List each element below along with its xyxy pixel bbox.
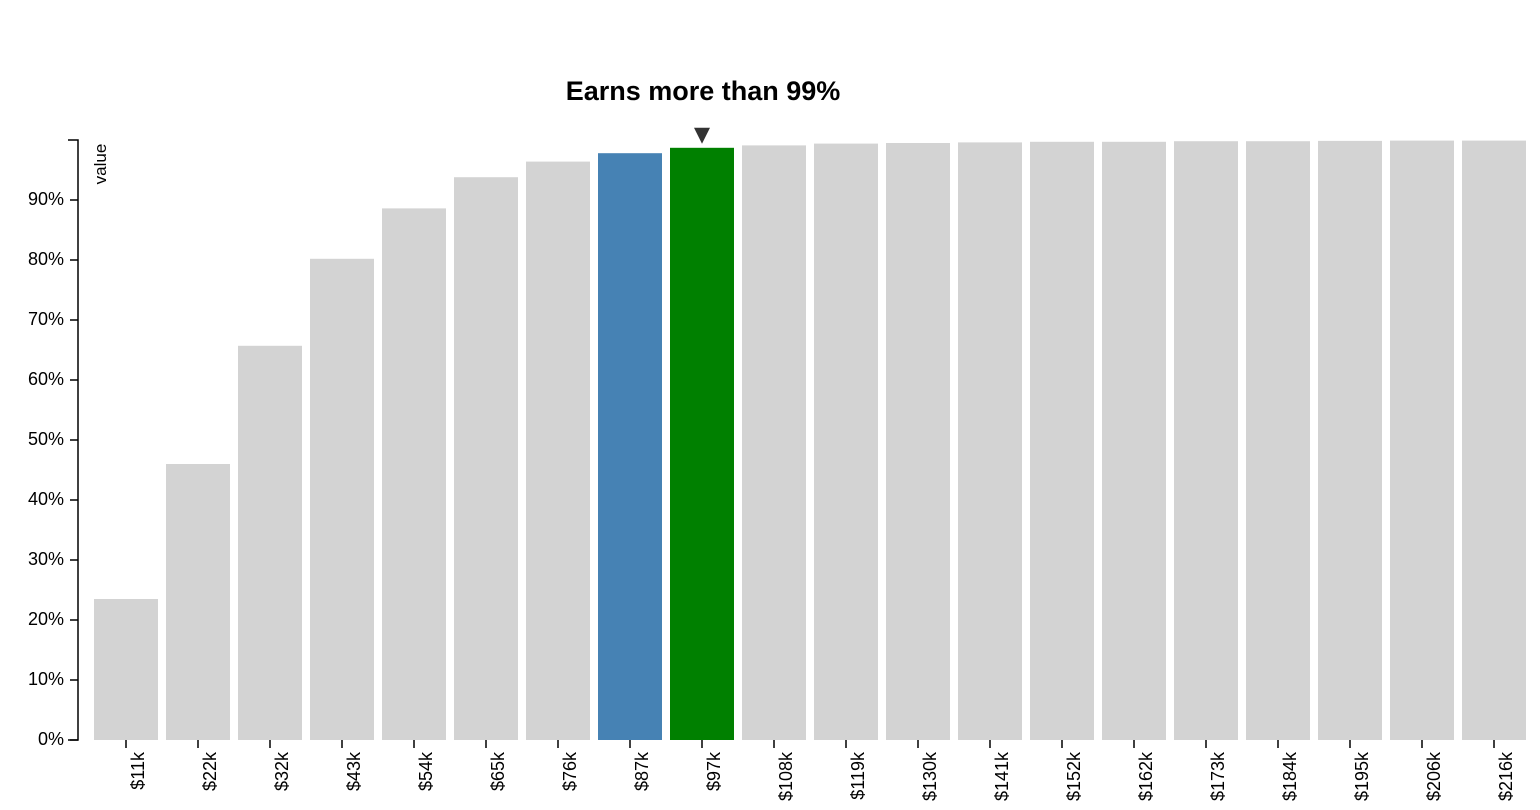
current-marker-icon	[694, 127, 710, 144]
bar-$22k[interactable]	[166, 464, 230, 740]
x-tick-label: $54k	[416, 751, 436, 791]
x-tick-label: $152k	[1064, 751, 1084, 801]
marker-group	[694, 127, 710, 144]
y-tick-label: 0%	[38, 729, 64, 749]
x-tick-label: $173k	[1208, 751, 1228, 801]
x-tick-label: $184k	[1280, 751, 1300, 801]
y-tick-label: 40%	[28, 489, 64, 509]
bar-$97k[interactable]	[670, 147, 734, 741]
bar-$141k[interactable]	[958, 142, 1022, 740]
y-tick-label: 80%	[28, 249, 64, 269]
x-axis: $11k $22k $32k $43k $54k $65k $76k $87k $97k $108…	[125, 740, 1516, 801]
y-axis-label: value	[91, 144, 110, 185]
x-tick-label: $195k	[1352, 751, 1372, 801]
bar-$43k[interactable]	[310, 258, 374, 740]
x-tick-label: $119k	[848, 751, 868, 800]
bars-group	[94, 140, 1526, 741]
bar-$54k[interactable]	[382, 208, 446, 740]
x-tick-label: $65k	[488, 751, 508, 791]
bar-$32k[interactable]	[238, 345, 302, 740]
bar-$65k[interactable]	[454, 177, 518, 740]
x-tick-label: $162k	[1136, 751, 1156, 801]
y-axis: 0% 10% 20% 30% 40% 50% 60% 70% 80% 90%	[28, 139, 79, 749]
y-tick-label: 30%	[28, 549, 64, 569]
y-tick-label: 50%	[28, 429, 64, 449]
bar-$87k[interactable]	[598, 153, 662, 740]
bar-$11k[interactable]	[94, 599, 158, 740]
bar-$119k[interactable]	[814, 143, 878, 741]
x-tick-label: $22k	[200, 751, 220, 791]
bar-$173k[interactable]	[1174, 141, 1238, 740]
x-tick-label: $87k	[632, 751, 652, 791]
y-tick-label: 60%	[28, 369, 64, 389]
y-tick-label: 70%	[28, 309, 64, 329]
x-tick-label: $141k	[992, 751, 1012, 801]
y-tick-label: 20%	[28, 609, 64, 629]
bar-$152k[interactable]	[1030, 141, 1094, 741]
bar-$184k[interactable]	[1246, 141, 1310, 740]
bar-$108k[interactable]	[742, 145, 806, 740]
y-tick-label: 90%	[28, 189, 64, 209]
y-tick-label: 10%	[28, 669, 64, 689]
x-tick-label: $130k	[920, 751, 940, 801]
bar-$76k[interactable]	[526, 161, 590, 741]
bar-$206k[interactable]	[1390, 140, 1454, 741]
bar-$195k[interactable]	[1318, 140, 1382, 740]
bar-$162k[interactable]	[1102, 141, 1166, 741]
x-tick-label: $76k	[560, 751, 580, 791]
x-tick-label: $32k	[272, 751, 292, 791]
x-tick-label: $11k	[128, 751, 148, 790]
x-tick-label: $108k	[776, 751, 796, 801]
x-tick-label: $97k	[704, 751, 724, 791]
x-tick-label: $216k	[1496, 751, 1516, 801]
x-tick-label: $206k	[1424, 751, 1444, 801]
bar-$216k[interactable]	[1462, 140, 1526, 741]
chart-title: Earns more than 99%	[566, 76, 841, 106]
x-tick-label: $43k	[344, 751, 364, 791]
bar-$130k[interactable]	[886, 143, 950, 740]
